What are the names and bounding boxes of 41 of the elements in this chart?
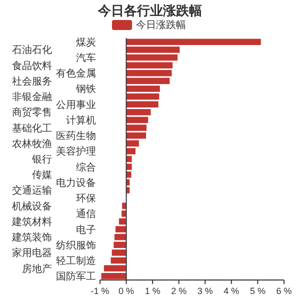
y-tick-label: 交通运输 — [12, 184, 52, 197]
x-tick-label: 1 % — [144, 286, 160, 296]
x-tick-label: 3 % — [197, 286, 213, 296]
y-tick-label: 石油石化 — [12, 44, 52, 56]
chart-title: 今日各行业涨跌幅 — [97, 3, 202, 18]
y-tick-label: 医药生物 — [56, 130, 96, 142]
y-tick-label: 建筑材料 — [11, 216, 52, 228]
y-tick-label: 社会服务 — [12, 75, 52, 88]
y-tick-label: 商贸零售 — [12, 106, 52, 119]
x-tick-label: 5 % — [250, 286, 266, 296]
x-tick-label: -1 % — [90, 286, 110, 296]
y-tick-label: 电力设备 — [56, 176, 96, 189]
y-tick-label: 传媒 — [32, 170, 52, 182]
y-tick-label: 机械设备 — [12, 200, 52, 212]
y-tick-label: 电子 — [76, 224, 96, 236]
y-tick-label: 家用电器 — [12, 247, 52, 260]
y-tick-label: 煤炭 — [76, 36, 96, 48]
y-tick-label: 环保 — [76, 194, 96, 205]
y-tick-label: 公用事业 — [56, 98, 96, 111]
y-tick-label: 有色金属 — [56, 68, 96, 80]
y-tick-label: 计算机 — [66, 114, 96, 126]
y-tick-label: 综合 — [76, 161, 96, 174]
y-tick-label: 房地产 — [22, 262, 52, 275]
y-tick-label: 非银金融 — [12, 91, 52, 104]
x-tick-label: 0 % — [118, 286, 134, 296]
y-tick-label: 食品饮料 — [12, 60, 52, 72]
y-tick-label: 国防军工 — [56, 270, 96, 283]
y-tick-label: 汽车 — [76, 52, 96, 64]
y-tick-label: 基础化工 — [12, 122, 52, 134]
y-tick-label: 轻工制造 — [56, 254, 96, 267]
x-tick-label: 2 % — [171, 286, 187, 296]
y-tick-label: 农林牧渔 — [12, 138, 52, 150]
y-tick-label: 钢铁 — [75, 83, 96, 96]
x-tick-label: 6 % — [276, 286, 292, 296]
x-tick-label: 4 % — [224, 286, 240, 296]
y-tick-label: 建筑装饰 — [11, 232, 52, 244]
y-tick-label: 通信 — [76, 208, 96, 220]
legend-label: 今日涨跌幅 — [136, 19, 186, 31]
y-tick-label: 纺织服饰 — [56, 239, 96, 252]
y-tick-label: 银行 — [31, 154, 52, 166]
y-tick-label: 美容护理 — [56, 146, 96, 158]
